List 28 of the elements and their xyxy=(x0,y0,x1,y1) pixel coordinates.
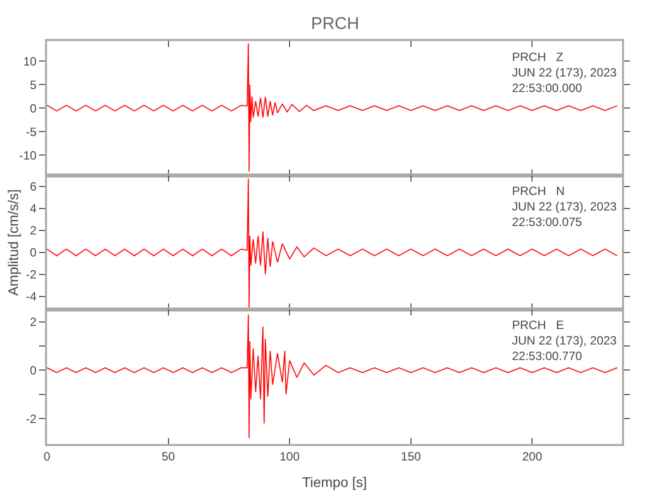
y-tick-label: 4 xyxy=(30,202,37,216)
y-tick-label: 6 xyxy=(30,180,37,194)
x-tick-label: 0 xyxy=(44,449,51,464)
x-tick-label: 100 xyxy=(280,449,300,464)
y-tick-label: 0 xyxy=(30,363,37,378)
y-tick-label: 0 xyxy=(30,101,37,116)
y-tick-label: 2 xyxy=(30,224,37,238)
y-tick-label: 2 xyxy=(30,314,37,329)
y-tick-label: -5 xyxy=(26,124,37,139)
x-axis-title: Tiempo [s] xyxy=(302,474,367,490)
chart-title: PRCH xyxy=(311,14,360,33)
annotation: PRCH N JUN 22 (173), 2023 22:53:00.075 xyxy=(512,184,618,230)
x-tick-label: 150 xyxy=(400,449,422,464)
y-tick-label: 0 xyxy=(30,246,37,260)
x-tick-label: 50 xyxy=(162,449,176,464)
y-tick-label: -2 xyxy=(26,268,37,282)
y-axis-title: Amplitud [cm/s/s] xyxy=(5,189,22,296)
y-tick-label: -2 xyxy=(26,412,37,426)
x-tick-label: 200 xyxy=(522,449,543,464)
annotation: PRCH E JUN 22 (173), 2023 22:53:00.770 xyxy=(512,318,618,364)
line-series xyxy=(47,314,618,438)
y-tick-label: -4 xyxy=(26,290,37,304)
y-tick-label: 10 xyxy=(23,54,37,68)
annotation: PRCH Z JUN 22 (173), 2023 22:53:00.000 xyxy=(512,50,618,96)
line-series xyxy=(47,178,618,308)
y-tick-label: -10 xyxy=(19,148,37,162)
line-series xyxy=(47,42,618,172)
y-tick-label: 5 xyxy=(30,78,37,92)
